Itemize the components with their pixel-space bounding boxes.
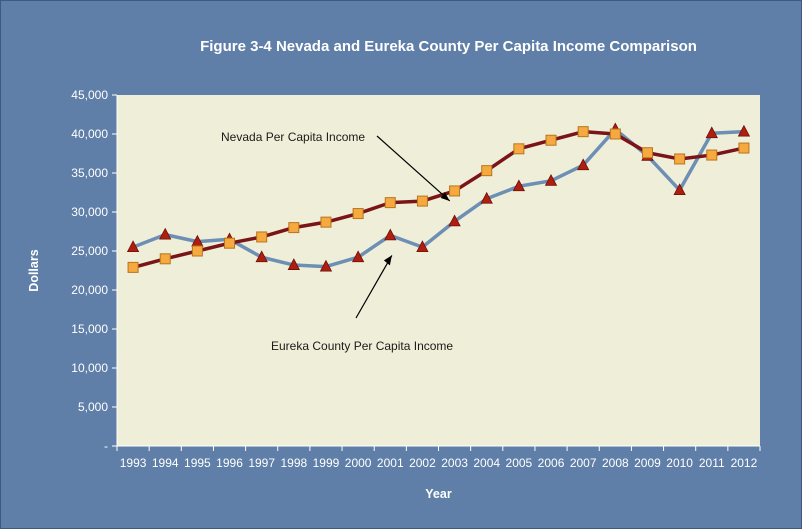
- eureka-point: [384, 228, 397, 241]
- x-tick-label: 1993: [120, 456, 147, 470]
- y-axis-title: Dollars: [27, 249, 41, 291]
- eureka-point: [351, 250, 365, 263]
- y-axis-ticks: - 5,000 10,000 15,000 20,000 25,000 30,000 35,0…: [71, 88, 117, 453]
- nevada-point: [513, 143, 525, 155]
- x-tick-label: 2009: [634, 456, 661, 470]
- x-tick-label: 1996: [216, 456, 243, 470]
- eureka-point: [416, 240, 429, 253]
- nevada-point: [481, 165, 493, 177]
- nevada-point: [127, 261, 139, 273]
- nevada-point: [641, 147, 653, 159]
- series-group: [126, 122, 751, 273]
- eureka-point: [448, 214, 461, 227]
- y-tick-label: 10,000: [71, 361, 108, 375]
- y-tick-label: 20,000: [71, 283, 108, 297]
- y-tick-label: -: [104, 439, 108, 453]
- eureka-point: [255, 250, 268, 263]
- x-tick-label: 2000: [345, 456, 372, 470]
- y-tick-label: 25,000: [71, 244, 108, 258]
- nevada-point: [191, 245, 203, 257]
- eureka-arrow-head: [383, 255, 392, 266]
- x-tick-label: 2012: [731, 456, 758, 470]
- nevada-point: [449, 185, 461, 197]
- nevada-point: [224, 237, 236, 249]
- eureka-point: [319, 259, 333, 272]
- eureka-point: [159, 227, 172, 240]
- nevada-point: [706, 149, 718, 161]
- eureka-annotation-label: Eureka County Per Capita Income: [271, 339, 453, 353]
- y-tick-label: 15,000: [71, 322, 108, 336]
- x-tick-label: 2011: [699, 456, 725, 470]
- eureka-point: [126, 240, 140, 253]
- nevada-point: [577, 126, 589, 138]
- x-tick-label: 1994: [152, 456, 179, 470]
- nevada-annotation-label: Nevada Per Capita Income: [221, 130, 365, 144]
- x-axis-ticks: 1993 1994 1995 1996 1997 1998 1999 2000 2001 2002…: [116, 446, 761, 470]
- y-tick-label: 5,000: [78, 400, 108, 414]
- nevada-point: [352, 208, 364, 220]
- x-tick-label: 1995: [184, 456, 211, 470]
- nevada-point: [674, 153, 686, 165]
- x-tick-label: 2006: [538, 456, 565, 470]
- nevada-point: [159, 253, 171, 265]
- nevada-point: [416, 195, 428, 207]
- nevada-point: [288, 222, 300, 234]
- nevada-arrow-head: [440, 191, 450, 201]
- y-tick-label: 45,000: [71, 88, 108, 102]
- chart-title: Figure 3-4 Nevada and Eureka County Per …: [200, 38, 697, 55]
- plot-area: [117, 95, 760, 446]
- y-tick-label: 30,000: [71, 205, 108, 219]
- y-tick-label: 40,000: [71, 127, 108, 141]
- x-tick-label: 2001: [377, 456, 404, 470]
- nevada-point: [256, 231, 268, 243]
- x-tick-label: 1998: [280, 456, 307, 470]
- x-tick-label: 1999: [313, 456, 340, 470]
- x-tick-label: 2003: [441, 456, 468, 470]
- x-tick-label: 2007: [570, 456, 597, 470]
- eureka-annotation-arrow: [355, 255, 393, 319]
- nevada-point: [545, 134, 557, 146]
- eureka-point: [480, 191, 493, 204]
- nevada-point: [738, 142, 750, 154]
- x-tick-label: 2002: [409, 456, 436, 470]
- x-axis-title: Year: [425, 487, 452, 501]
- annotations: Nevada Per Capita Income Eureka County Pe…: [221, 130, 453, 353]
- x-tick-label: 1997: [248, 456, 275, 470]
- nevada-point: [320, 216, 332, 228]
- eureka-point: [287, 258, 300, 270]
- x-tick-label: 2010: [666, 456, 693, 470]
- x-tick-label: 2004: [473, 456, 500, 470]
- nevada-annotation-arrow: [376, 135, 451, 202]
- eureka-point: [512, 179, 526, 192]
- x-tick-label: 2008: [602, 456, 629, 470]
- eureka-point: [673, 183, 686, 196]
- nevada-point: [609, 128, 621, 140]
- eureka-point: [544, 173, 558, 186]
- eureka-point: [705, 126, 718, 139]
- nevada-point: [384, 197, 396, 209]
- eureka-point: [577, 158, 590, 171]
- x-tick-label: 2005: [506, 456, 533, 470]
- y-tick-label: 35,000: [71, 166, 108, 180]
- eureka-point: [737, 124, 751, 137]
